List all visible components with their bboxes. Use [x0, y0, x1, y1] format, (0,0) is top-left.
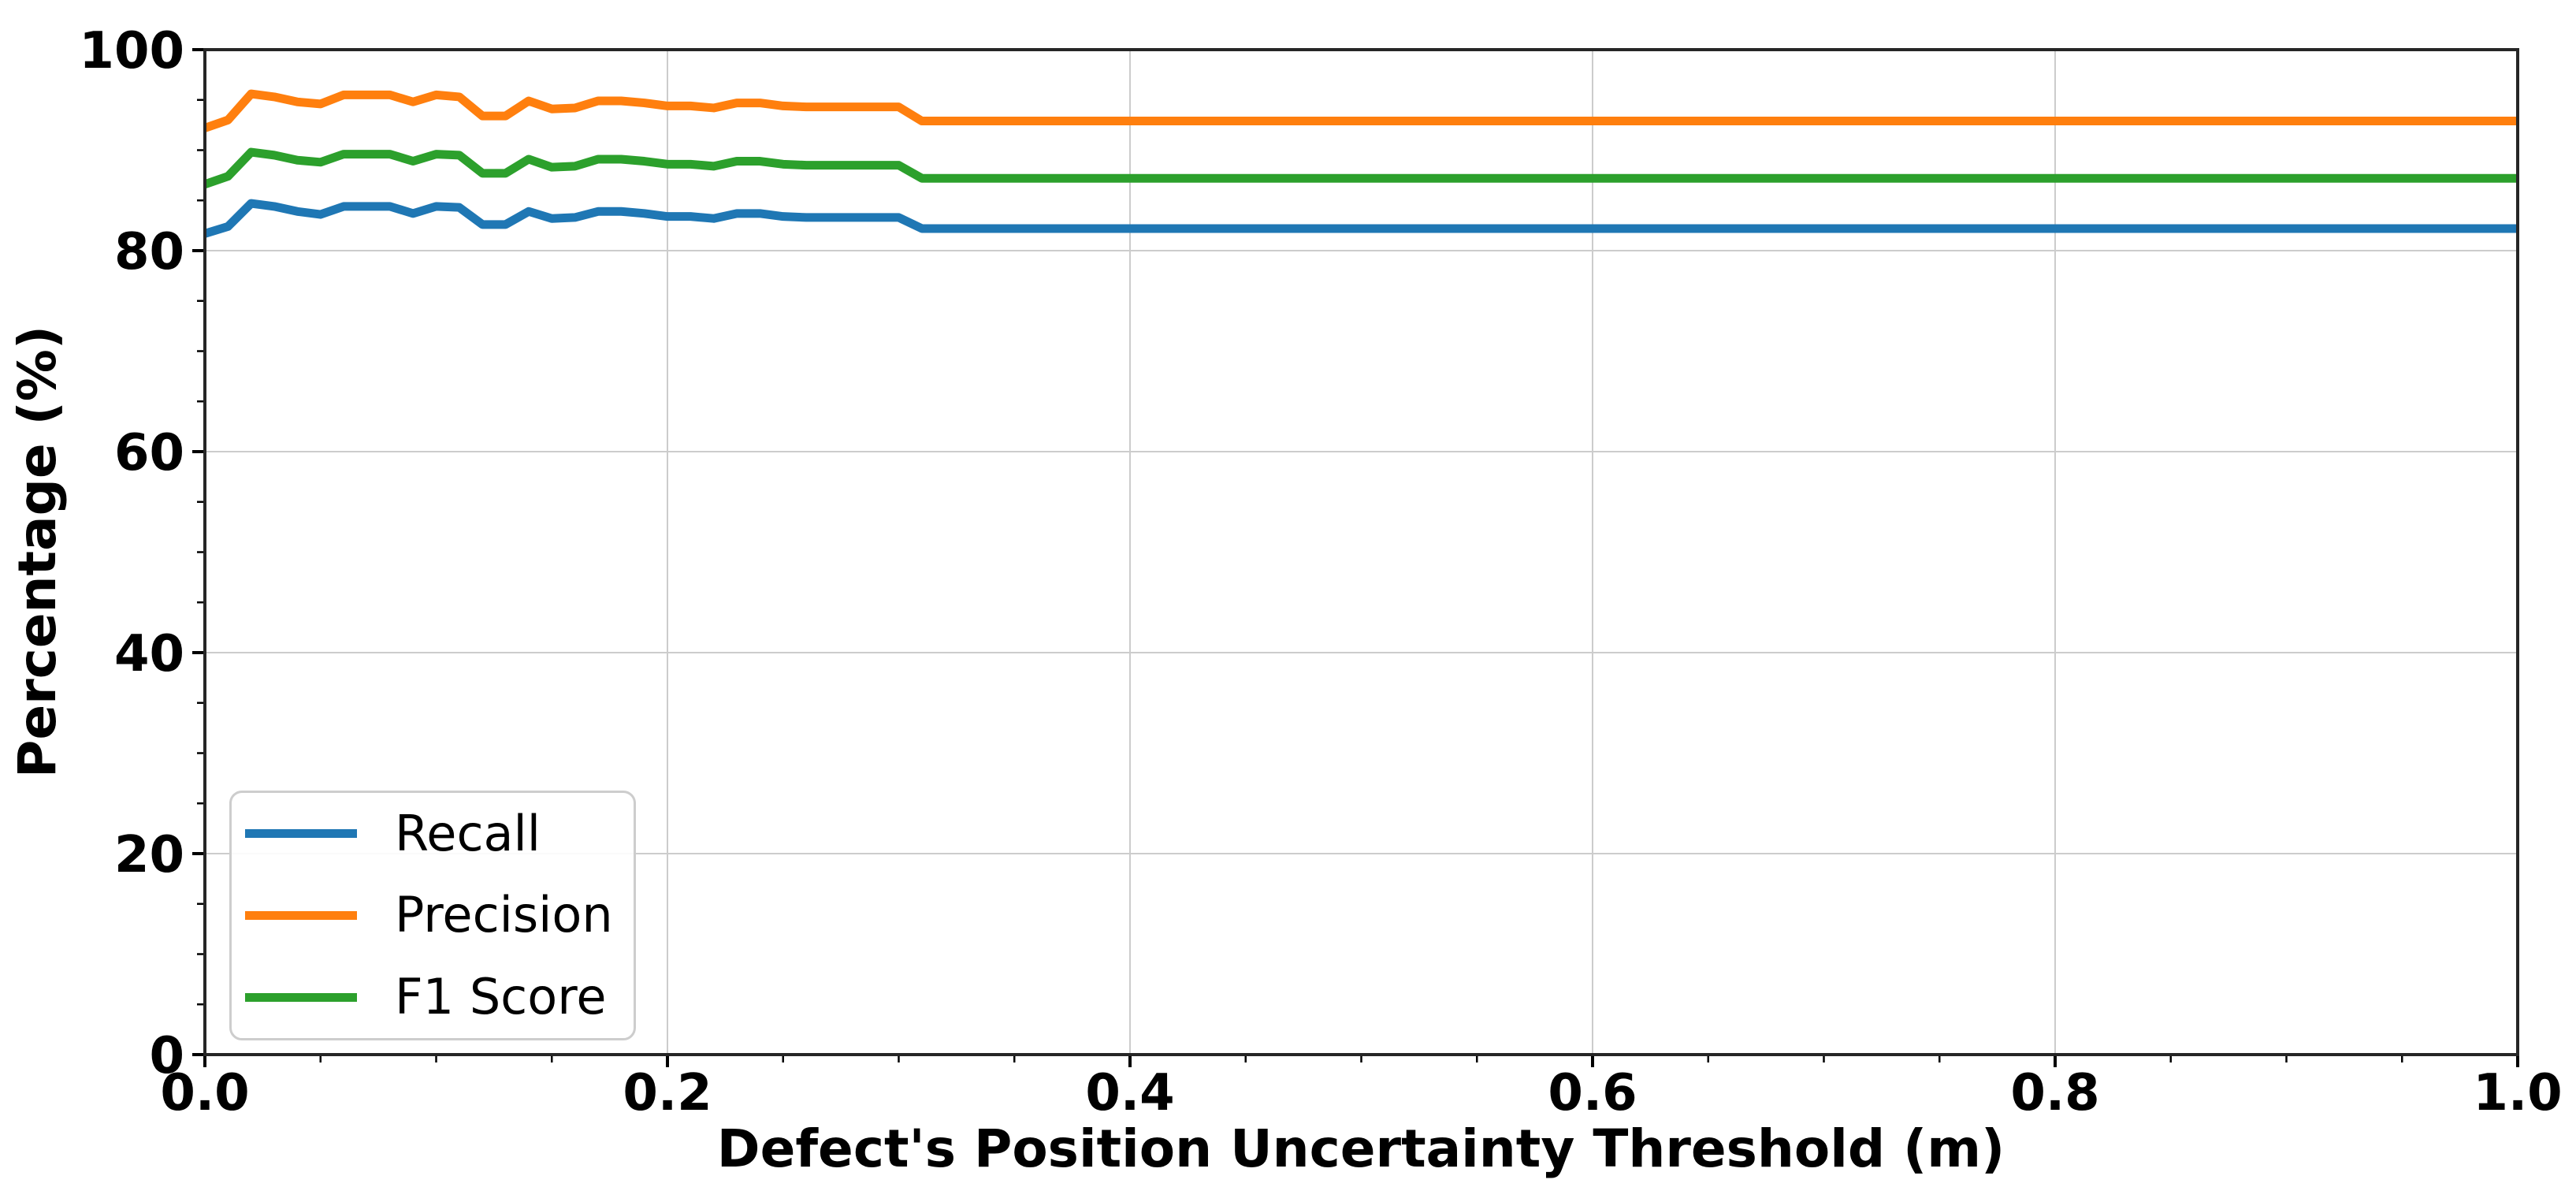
- legend: Recall Precision F1 Score: [229, 791, 636, 1040]
- x-tick-label: 1.0: [2473, 1064, 2562, 1122]
- y-tick-label: 60: [114, 424, 184, 482]
- tick-layer: 0.0 0.2 0.4 0.6 0.8 1.0 0 20 40 60 80 100: [79, 22, 2562, 1122]
- x-axis-label: Defect's Position Uncertainty Threshold …: [717, 1118, 2005, 1179]
- legend-swatch-f1-score-line: [245, 992, 357, 1002]
- series-layer: [203, 89, 2518, 238]
- legend-item-precision: Precision: [232, 891, 634, 940]
- x-tick-label: 0.6: [1548, 1064, 1637, 1122]
- series-line-precision: [203, 89, 2518, 132]
- y-tick-label: 100: [79, 22, 184, 80]
- spine-layer: [203, 48, 2519, 1056]
- x-tick-label: 0.0: [160, 1064, 249, 1122]
- axes-spines: [203, 48, 2519, 1056]
- series-line-recall: [203, 199, 2518, 238]
- y-axis-label: Percentage (%): [7, 326, 68, 778]
- y-tick-label: 0: [149, 1027, 184, 1085]
- series-line-f1-score: [203, 147, 2518, 189]
- y-tick-label: 80: [114, 223, 184, 281]
- x-tick-label: 0.4: [1085, 1064, 1174, 1122]
- legend-item-f1-score: F1 Score: [232, 973, 634, 1022]
- y-tick-label: 20: [114, 826, 184, 884]
- legend-label-recall: Recall: [395, 804, 541, 862]
- x-tick-label: 0.8: [2010, 1064, 2099, 1122]
- legend-swatch-precision-line: [245, 910, 357, 920]
- legend-label-precision: Precision: [395, 886, 613, 944]
- legend-item-recall: Recall: [232, 809, 634, 858]
- y-tick-label: 40: [114, 625, 184, 683]
- legend-swatch-recall-line: [245, 829, 357, 839]
- x-tick-label: 0.2: [623, 1064, 712, 1122]
- legend-label-f1-score: F1 Score: [395, 968, 607, 1026]
